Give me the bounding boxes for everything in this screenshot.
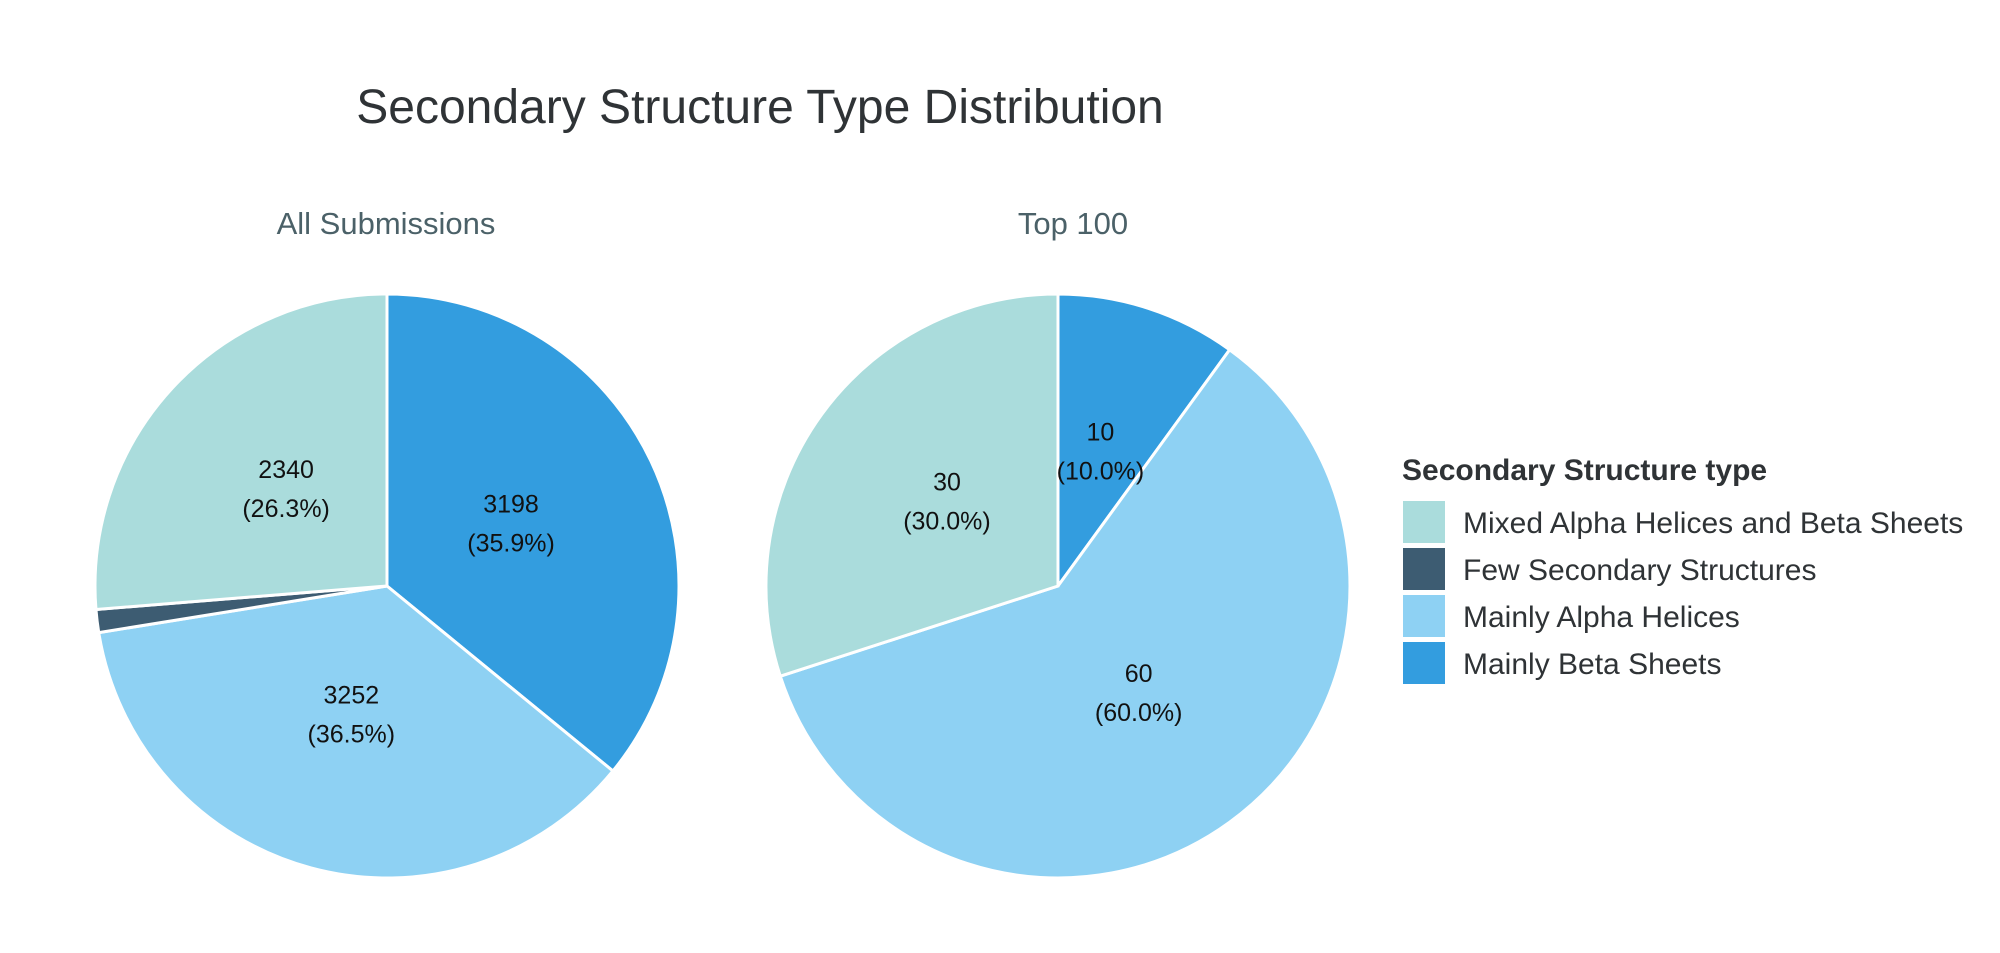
pie-1-slice-percent-label-mainly-beta-sheets: (10.0%) <box>1057 457 1145 485</box>
pie-0-slice-mainly-beta-sheets <box>385 292 681 774</box>
pie-0-slice-mixed-alpha-helices-and-beta-sheets <box>93 292 389 612</box>
legend-swatch-mainly-beta <box>1403 642 1445 684</box>
pie-0-slice-percent-label-mixed-alpha-helices-and-beta-sheets: (26.3%) <box>242 495 330 523</box>
pie-labels: 3198 (35.9%) 3252 (36.5%) 2340 (26.3%) 10 (10.0… <box>242 418 1182 748</box>
pie-1-slice-value-label-mainly-alpha-helices: 60 <box>1125 660 1153 688</box>
legend-label-few-secondary: Few Secondary Structures <box>1463 554 1816 587</box>
legend-swatch-mainly-alpha <box>1403 595 1445 637</box>
chart-title: Secondary Structure Type Distribution <box>356 81 1164 134</box>
pie-0-slice-value-label-mainly-beta-sheets: 3198 <box>483 490 539 518</box>
pie-all-submissions <box>93 292 681 880</box>
pie-1-slice-percent-label-mixed-alpha-helices-and-beta-sheets: (30.0%) <box>903 507 991 535</box>
legend-label-mixed-alpha-beta: Mixed Alpha Helices and Beta Sheets <box>1463 507 1963 540</box>
pie-top-100 <box>764 292 1352 880</box>
pie-1-slice-percent-label-mainly-alpha-helices: (60.0%) <box>1095 699 1183 727</box>
legend-label-mainly-beta: Mainly Beta Sheets <box>1463 648 1721 681</box>
pie-title-all-submissions: All Submissions <box>277 206 496 241</box>
legend-swatch-few-secondary <box>1403 548 1445 590</box>
pie-1-slice-value-label-mixed-alpha-helices-and-beta-sheets: 30 <box>933 468 961 496</box>
pie-0-slice-value-label-mixed-alpha-helices-and-beta-sheets: 2340 <box>258 456 314 484</box>
legend-title: Secondary Structure type <box>1402 454 1767 487</box>
pie-1-slice-mixed-alpha-helices-and-beta-sheets <box>764 292 1060 679</box>
pie-0-slice-percent-label-mainly-alpha-helices: (36.5%) <box>308 721 396 749</box>
pie-0-slice-mainly-alpha-helices <box>97 584 616 880</box>
pie-0-slice-value-label-mainly-alpha-helices: 3252 <box>324 682 380 710</box>
pie-0-slice-percent-label-mainly-beta-sheets: (35.9%) <box>467 529 555 557</box>
legend-label-mainly-alpha: Mainly Alpha Helices <box>1463 601 1740 634</box>
legend: Secondary Structure type Mixed Alpha Hel… <box>1402 454 1963 684</box>
pie-1-slice-value-label-mainly-beta-sheets: 10 <box>1087 418 1115 446</box>
pie-1-slice-mainly-alpha-helices <box>778 347 1352 880</box>
pie-1-slice-mainly-beta-sheets <box>1056 292 1232 591</box>
pie-title-top-100: Top 100 <box>1018 206 1128 241</box>
legend-swatch-mixed-alpha-beta <box>1403 501 1445 543</box>
